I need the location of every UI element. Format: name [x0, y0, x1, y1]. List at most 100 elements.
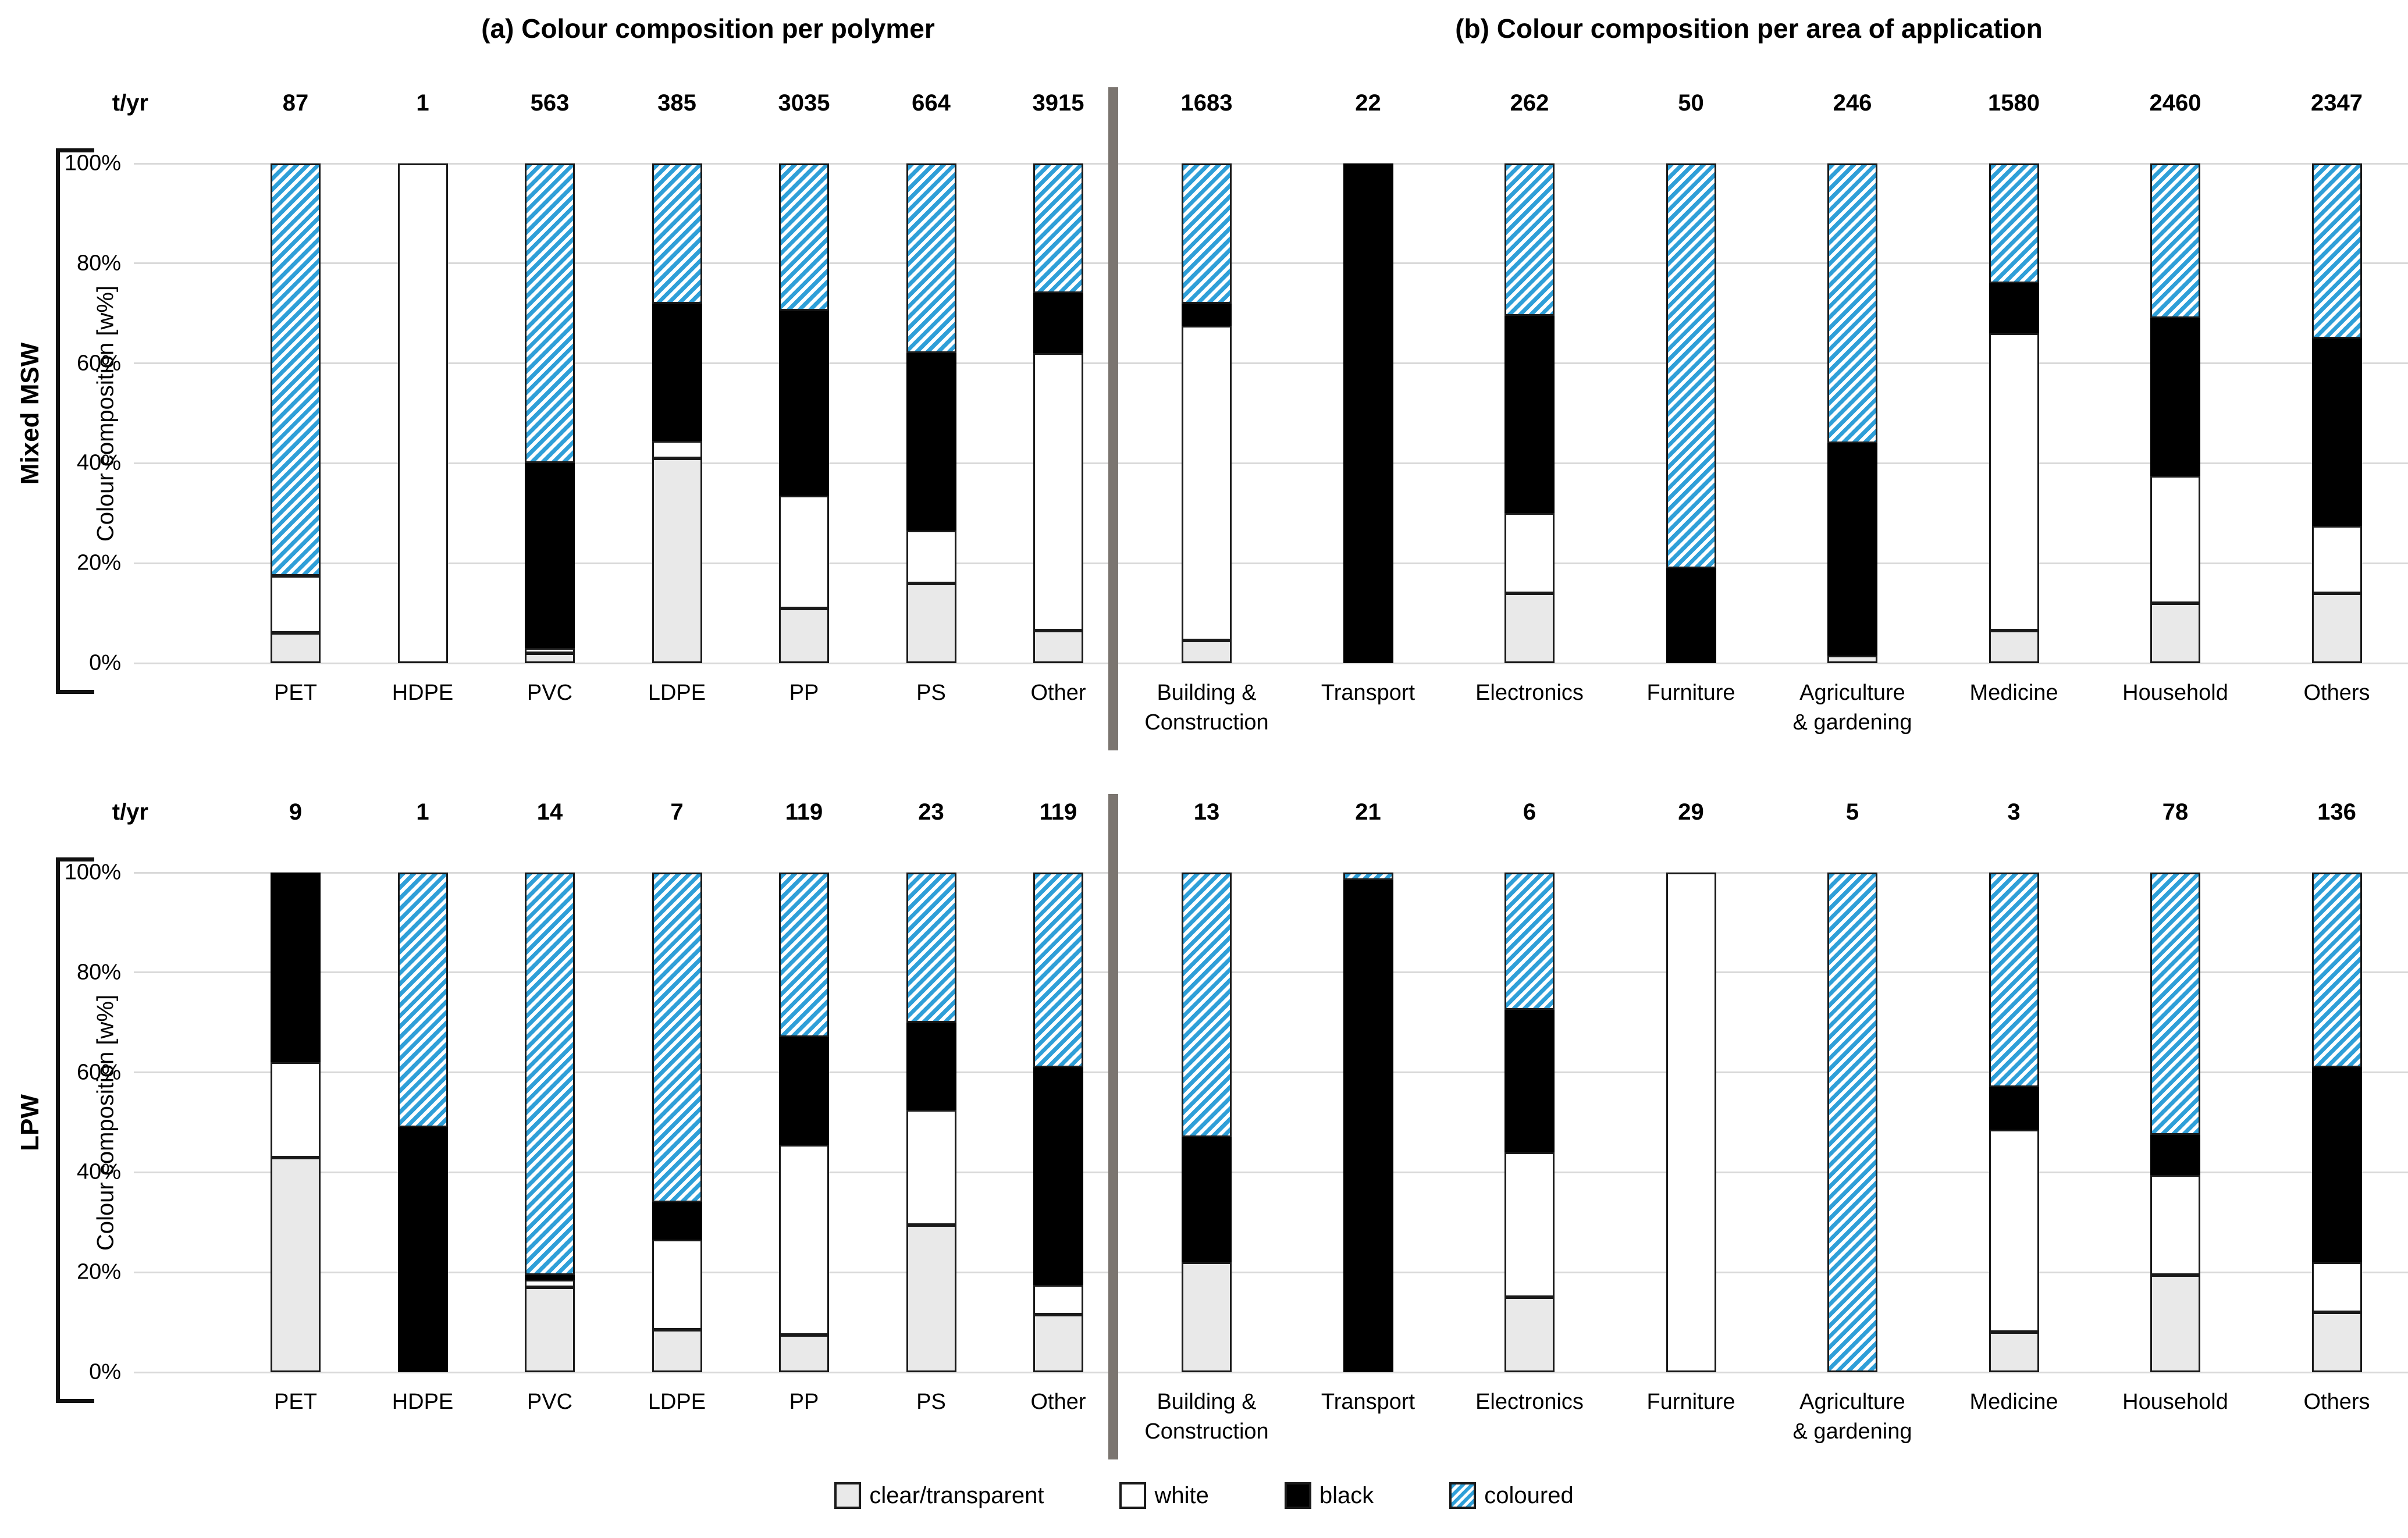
- segment-clear: [1504, 1297, 1555, 1372]
- y-axis-title: Colour composition [w%]: [93, 285, 119, 542]
- bar-medicine: [1989, 163, 2039, 663]
- tyr-value-medicine: 1580: [1988, 90, 2040, 116]
- segment-coloured: [906, 873, 956, 1023]
- segment-white: [2311, 1262, 2362, 1312]
- bar-pet: [271, 163, 321, 663]
- x-axis-label-transport: Transport: [1321, 681, 1415, 705]
- bar-hdpe: [397, 873, 448, 1372]
- segment-clear: [1033, 631, 1083, 663]
- tyr-value-ps: 664: [912, 90, 951, 116]
- segment-coloured: [1827, 873, 1877, 1372]
- segment-white: [652, 1240, 702, 1330]
- x-axis-label-electronics: Electronics: [1475, 681, 1584, 705]
- segment-white: [906, 531, 956, 583]
- tyr-value-hdpe: 1: [416, 90, 429, 116]
- segment-coloured: [652, 163, 702, 304]
- segment-black: [525, 1274, 575, 1280]
- gridline: [134, 1071, 2408, 1074]
- segment-black: [525, 463, 575, 649]
- x-axis-label-others: Others: [2303, 1390, 2370, 1414]
- segment-coloured: [397, 873, 448, 1128]
- tyr-value-ldpe: 7: [670, 799, 684, 825]
- segment-clear: [1182, 1262, 1232, 1372]
- segment-coloured: [525, 873, 575, 1275]
- group-bracket: [56, 148, 60, 694]
- gridline: [134, 971, 2408, 974]
- x-axis-label-household: Household: [2122, 681, 2228, 705]
- segment-clear: [779, 608, 829, 663]
- segment-coloured: [779, 873, 829, 1038]
- segment-white: [2150, 475, 2200, 603]
- segment-black: [2311, 1067, 2362, 1263]
- tyr-value-furniture: 50: [1678, 90, 1704, 116]
- group-label-lpw: LPW: [16, 1094, 44, 1151]
- y-axis-tick: 40%: [76, 1159, 121, 1184]
- segment-black: [1504, 316, 1555, 514]
- bar-ps: [906, 873, 956, 1372]
- bar-ldpe: [652, 163, 702, 663]
- tyr-value-ps: 23: [918, 799, 944, 825]
- x-axis-label-other: Other: [1030, 1390, 1086, 1414]
- x-axis-label-ps: PS: [916, 1390, 946, 1414]
- y-axis-tick: 60%: [76, 1060, 121, 1085]
- segment-clear: [525, 653, 575, 663]
- segment-clear: [779, 1334, 829, 1372]
- x-axis-label-pvc: PVC: [527, 1390, 573, 1414]
- segment-white: [1989, 1130, 2039, 1333]
- bar-building-construction: [1182, 163, 1232, 663]
- x-axis-label-pp: PP: [789, 681, 819, 705]
- tyr-value-building-construction: 1683: [1180, 90, 1233, 116]
- x-axis-label-pp: PP: [789, 1390, 819, 1414]
- segment-white: [1182, 326, 1232, 641]
- segment-clear: [271, 1157, 321, 1372]
- segment-black: [779, 1037, 829, 1145]
- legend-item-coloured: coloured: [1449, 1482, 1574, 1509]
- tyr-value-furniture: 29: [1678, 799, 1704, 825]
- gridline: [134, 1271, 2408, 1273]
- segment-coloured: [1182, 873, 1232, 1138]
- tyr-value-agriculture-gardening: 246: [1833, 90, 1872, 116]
- bar-pvc: [525, 163, 575, 663]
- segment-white: [906, 1110, 956, 1225]
- segment-coloured: [1343, 873, 1393, 880]
- bar-ldpe: [652, 873, 702, 1372]
- segment-coloured: [2311, 163, 2362, 339]
- group-bracket: [56, 857, 60, 1403]
- segment-coloured: [1033, 163, 1083, 294]
- panel-b-title: (b) Colour composition per area of appli…: [1455, 13, 2043, 44]
- segment-black: [1666, 568, 1716, 663]
- segment-clear: [1033, 1315, 1083, 1372]
- bar-electronics: [1504, 163, 1555, 663]
- x-axis-label-pet: PET: [274, 681, 317, 705]
- segment-black: [1182, 1137, 1232, 1263]
- segment-clear: [2150, 1274, 2200, 1372]
- segment-coloured: [1666, 163, 1716, 568]
- bar-other: [1033, 873, 1083, 1372]
- tyr-label: t/yr: [112, 799, 148, 825]
- bar-hdpe: [397, 163, 448, 663]
- segment-white: [397, 163, 448, 663]
- segment-black: [271, 873, 321, 1063]
- tyr-value-agriculture-gardening: 5: [1845, 799, 1859, 825]
- segment-black: [2150, 318, 2200, 476]
- x-axis-label-building-construction: Building & Construction: [1144, 1390, 1269, 1444]
- gridline: [134, 662, 2408, 664]
- gridline: [134, 262, 2408, 265]
- legend-swatch-black: [1284, 1482, 1311, 1509]
- segment-black: [652, 303, 702, 441]
- bar-others: [2311, 873, 2362, 1372]
- segment-coloured: [906, 163, 956, 354]
- segment-white: [271, 575, 321, 633]
- segment-black: [1033, 1067, 1083, 1285]
- segment-black: [1343, 163, 1393, 663]
- segment-coloured: [1989, 163, 2039, 284]
- gridline: [134, 462, 2408, 464]
- x-axis-label-ldpe: LDPE: [648, 681, 706, 705]
- segment-coloured: [2150, 873, 2200, 1135]
- y-axis-tick: 20%: [76, 1259, 121, 1284]
- segment-coloured: [1182, 163, 1232, 304]
- segment-black: [397, 1127, 448, 1372]
- legend-label-white: white: [1154, 1482, 1209, 1508]
- segment-white: [1666, 873, 1716, 1372]
- y-axis-tick: 40%: [76, 450, 121, 475]
